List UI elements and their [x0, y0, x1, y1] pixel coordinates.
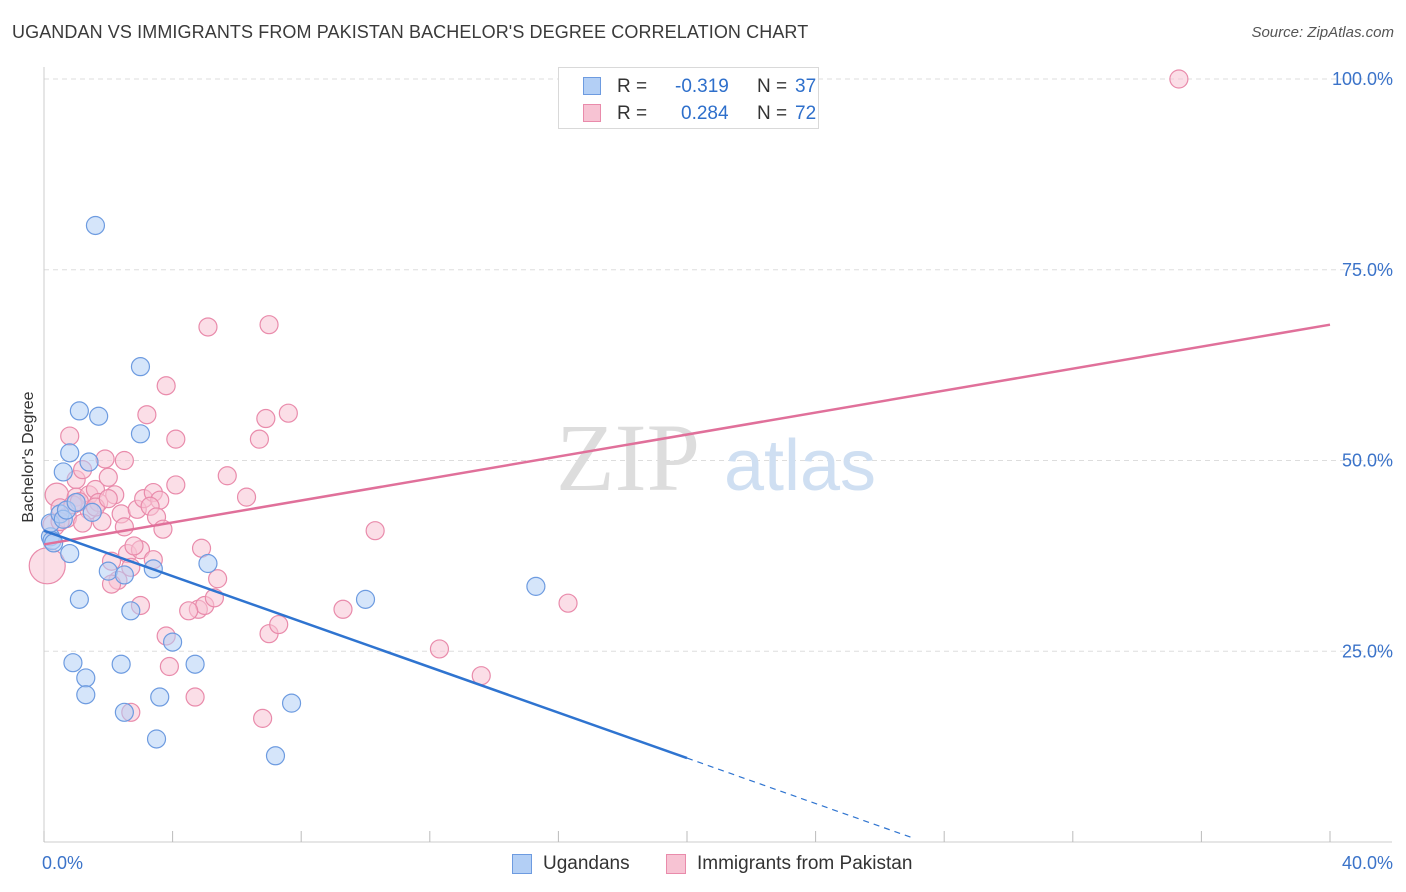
pakistan-point	[114, 450, 134, 471]
pakistan-point	[249, 429, 270, 449]
pakistan-point	[28, 547, 66, 585]
ugandan-point	[114, 565, 134, 585]
ugandan-point	[89, 406, 109, 426]
ugandans-legend-swatch	[512, 854, 532, 874]
ugandan-point	[82, 502, 102, 522]
pakistan-point	[256, 408, 276, 429]
pakistan-point	[156, 376, 176, 396]
pakistan-point	[98, 467, 118, 487]
ugandan-point	[163, 632, 183, 652]
ugandan-point	[69, 401, 89, 421]
ugandan-points	[40, 215, 546, 766]
ugandan-point	[121, 601, 141, 621]
ugandans-swatch	[583, 77, 601, 95]
ugandan-point	[76, 668, 96, 688]
pakistan-point	[217, 466, 237, 486]
y-tick-label: 25.0%	[1342, 641, 1393, 661]
stats-legend: R = -0.319 N = 37 R = 0.284 N = 72	[558, 67, 819, 129]
pakistan-trend-line	[43, 323, 1331, 546]
y-tick-label: 75.0%	[1342, 260, 1393, 280]
ugandan-point	[53, 462, 73, 482]
watermark-zip: ZIP	[556, 404, 700, 511]
pakistan-point	[185, 687, 205, 707]
source-label: Source: ZipAtlas.com	[1251, 24, 1394, 41]
pakistan-point	[558, 593, 578, 613]
pakistan-point	[253, 708, 273, 728]
pakistan-point	[365, 521, 385, 541]
pakistan-legend-swatch	[666, 854, 686, 874]
pakistan-point	[166, 475, 186, 495]
series-legend: Ugandans Immigrants from Pakistan	[0, 852, 1406, 878]
ugandan-point	[130, 424, 151, 444]
pakistan-point	[137, 405, 157, 425]
trend-lines	[43, 323, 1331, 839]
legend-label: Immigrants from Pakistan	[697, 853, 913, 874]
ugandan-point	[111, 654, 131, 674]
pakistan-swatch	[583, 104, 601, 122]
ugandan-trend-line	[43, 529, 688, 760]
ugandan-point	[76, 685, 96, 705]
pakistan-point	[269, 614, 289, 635]
n-label: N =	[757, 76, 788, 97]
ugandan-point	[60, 543, 80, 564]
pakistan-point	[179, 601, 199, 621]
chart-title: UGANDAN VS IMMIGRANTS FROM PAKISTAN BACH…	[12, 22, 809, 42]
ugandan-point	[79, 452, 99, 472]
ugandan-point	[281, 693, 302, 713]
pakistan-point	[198, 317, 218, 337]
pakistan-point	[95, 449, 115, 469]
pakistan-point	[60, 426, 80, 446]
pakistan-point	[236, 487, 257, 507]
ugandan-point	[114, 702, 134, 722]
pakistan-point	[98, 489, 118, 509]
pakistan-point	[1169, 69, 1189, 89]
pakistan-point	[278, 403, 298, 423]
pakistan-point	[429, 639, 450, 659]
ugandan-point	[63, 653, 83, 673]
axes	[43, 67, 1392, 843]
pakistan-point	[166, 429, 186, 449]
n-value: 37	[795, 76, 817, 97]
y-tick-label: 100.0%	[1332, 69, 1393, 89]
pakistan-point	[259, 315, 279, 335]
gridlines	[44, 78, 1392, 652]
ugandan-trend-extension	[686, 757, 913, 839]
ugandan-point	[526, 576, 546, 596]
ugandan-point	[185, 654, 205, 674]
r-label: R =	[617, 76, 648, 97]
legend-label: Ugandans	[543, 853, 630, 874]
ugandan-point	[146, 729, 167, 749]
tick-labels: 25.0% 50.0% 75.0% 100.0% 0.0% 40.0%	[42, 69, 1393, 873]
ugandan-point	[66, 492, 86, 513]
pakistan-point	[208, 569, 228, 589]
watermark: ZIP atlas	[556, 404, 876, 511]
ugandan-point	[85, 215, 106, 236]
ugandan-point	[98, 561, 118, 581]
pakistan-point	[124, 536, 144, 556]
pakistan-point	[159, 656, 179, 677]
ugandan-point	[150, 687, 170, 707]
ugandan-point	[355, 589, 376, 609]
ugandan-point	[60, 443, 80, 463]
pakistan-point	[114, 517, 134, 537]
pakistan-point	[333, 599, 353, 619]
ugandan-point	[198, 553, 218, 574]
x-tick-label-min: 0.0%	[42, 853, 83, 873]
watermark-atlas: atlas	[724, 426, 876, 506]
y-tick-label: 50.0%	[1342, 451, 1393, 471]
ugandan-point	[69, 589, 89, 609]
r-label: R =	[617, 103, 648, 124]
r-value: -0.319	[675, 76, 729, 97]
pakistan-points	[28, 69, 1189, 728]
n-label: N =	[757, 103, 788, 124]
n-value: 72	[795, 103, 817, 124]
r-value: 0.284	[681, 103, 729, 124]
x-tick-label-max: 40.0%	[1342, 853, 1393, 873]
ugandan-point	[130, 357, 151, 377]
ugandan-point	[265, 746, 286, 766]
